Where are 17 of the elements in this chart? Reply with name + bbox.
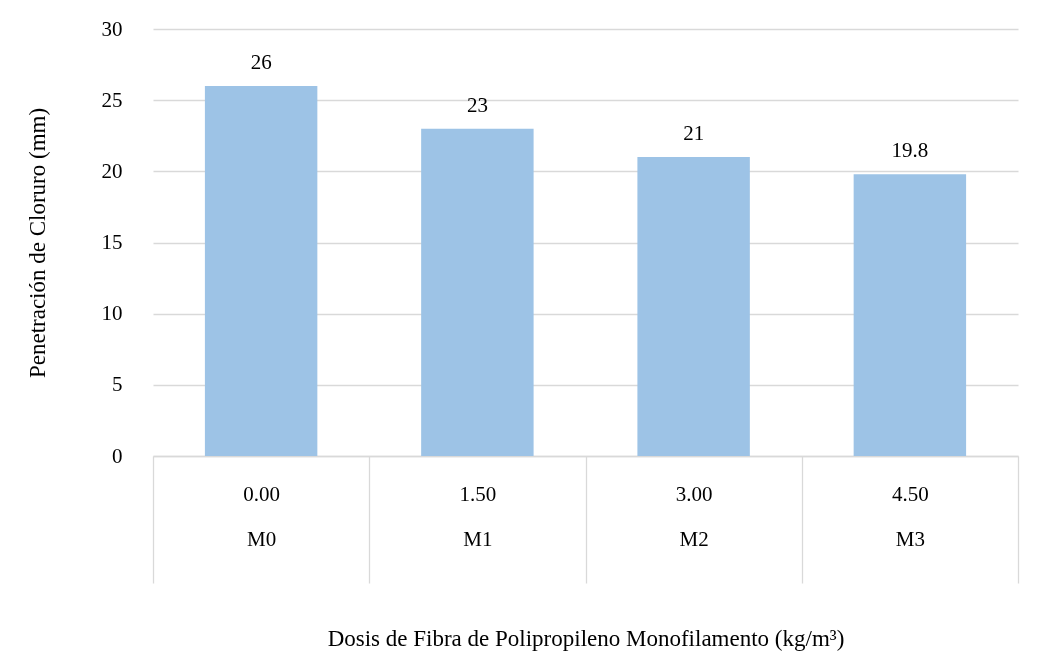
y-tick-label: 15 [101, 230, 123, 254]
data-label: 19.8 [891, 138, 929, 163]
y-tick-label: 5 [112, 372, 123, 397]
x-tick-label: 1.50 M1 [459, 481, 497, 551]
y-tick-label: 30 [101, 16, 123, 41]
y-axis-title: Penetración de Cloruro (mm) [24, 107, 50, 379]
x-tick-label: 0.00 M0 [243, 481, 280, 551]
x-tick-label: 3.00 M2 [675, 481, 713, 551]
x-tick-label: 4.50 M3 [892, 481, 929, 551]
x-axis-title: Dosis de Fibra de Polipropileno Monofilamento (kg/m³) [327, 626, 845, 652]
y-tick-label: 20 [101, 158, 123, 183]
data-label: 23 [466, 92, 488, 117]
y-tick-label: 25 [101, 87, 123, 112]
data-label: 21 [683, 121, 705, 146]
data-label: 26 [250, 49, 272, 74]
y-tick-label: 10 [101, 301, 123, 326]
y-tick-label: 0 [112, 443, 123, 468]
